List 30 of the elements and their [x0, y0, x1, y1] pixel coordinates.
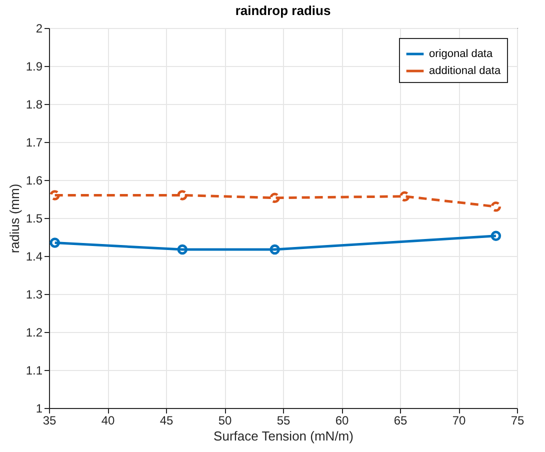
x-tick-label: 55 [276, 414, 290, 428]
x-tick-label: 60 [335, 414, 349, 428]
y-tick-label: 1.3 [26, 288, 43, 302]
point [400, 191, 410, 202]
chart-title: raindrop radius [235, 3, 331, 18]
y-tick-label: 1.4 [26, 250, 43, 264]
y-tick-label: 2 [36, 22, 43, 36]
legend-label: additional data [429, 65, 502, 77]
y-tick-label: 1.2 [26, 326, 43, 340]
y-tick-label: 1.1 [26, 364, 43, 378]
x-tick-label: 75 [510, 414, 524, 428]
point [177, 244, 188, 255]
x-axis-title: Surface Tension (mN/m) [214, 428, 354, 444]
point [177, 190, 188, 200]
point [270, 192, 280, 203]
y-tick-label: 1.5 [26, 212, 43, 226]
x-tick-label: 45 [160, 414, 174, 428]
x-tick-label: 40 [101, 414, 115, 428]
y-tick-label: 1.7 [26, 136, 43, 150]
y-axis-title: radius (mm) [6, 184, 22, 254]
x-tick-label: 65 [394, 414, 408, 428]
point [270, 244, 280, 255]
x-tick-label: 35 [42, 414, 56, 428]
y-tick-label: 1.8 [26, 98, 43, 112]
x-tick-label: 50 [218, 414, 232, 428]
y-tick-label: 1.6 [26, 174, 43, 188]
x-tick-label: 70 [452, 414, 466, 428]
y-tick-label: 1 [36, 402, 43, 416]
y-tick-label: 1.9 [26, 60, 43, 74]
legend-label: origonal data [429, 48, 494, 60]
